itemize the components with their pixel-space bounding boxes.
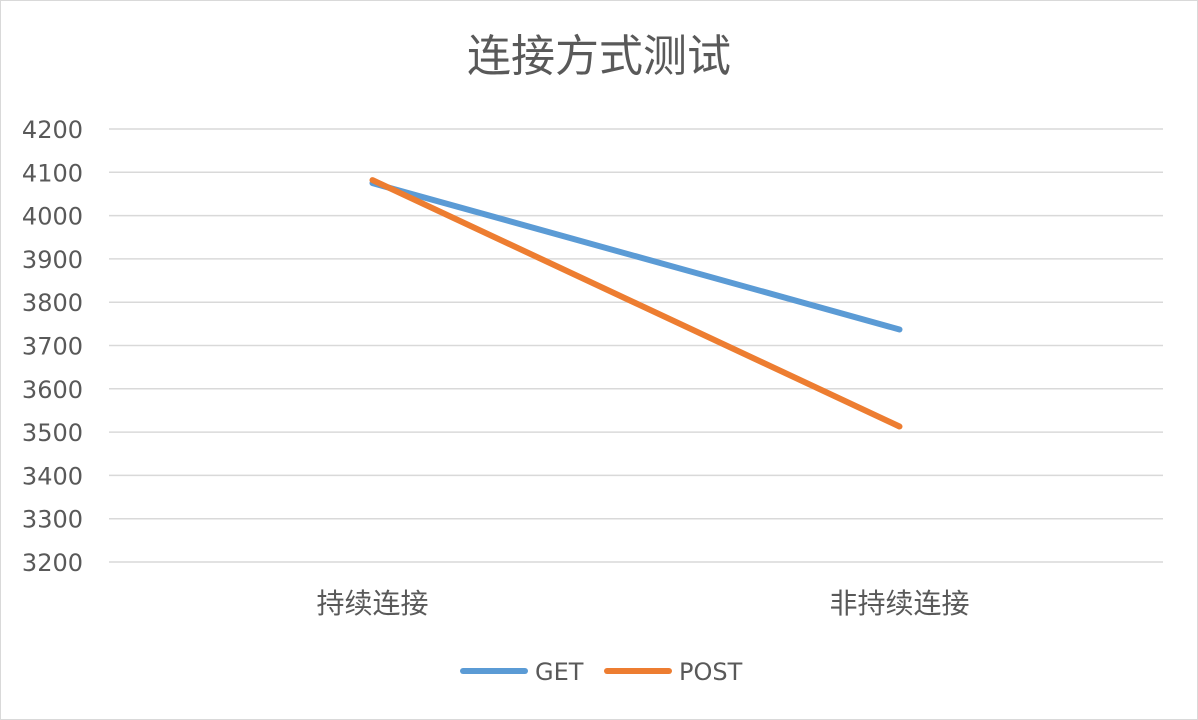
y-tick-label: 4200 — [22, 116, 83, 144]
y-tick-label: 3400 — [22, 462, 83, 490]
y-tick-label: 3600 — [22, 376, 83, 404]
series-line-post — [369, 177, 903, 430]
legend-label-post: POST — [679, 658, 743, 686]
series-line-get — [369, 180, 903, 333]
y-tick-label: 3900 — [22, 246, 83, 274]
y-tick-label: 3200 — [22, 549, 83, 577]
y-tick-label: 4100 — [22, 159, 83, 187]
legend-label-get: GET — [535, 658, 584, 686]
y-tick-label: 4000 — [22, 203, 83, 231]
x-category-label: 非持续连接 — [829, 587, 969, 620]
y-tick-label: 3500 — [22, 419, 83, 447]
y-tick-label: 3700 — [22, 333, 83, 361]
x-category-label: 持续连接 — [316, 587, 428, 620]
y-tick-label: 3800 — [22, 289, 83, 317]
y-tick-label: 3300 — [22, 506, 83, 534]
chart-title: 连接方式测试 — [467, 31, 731, 82]
